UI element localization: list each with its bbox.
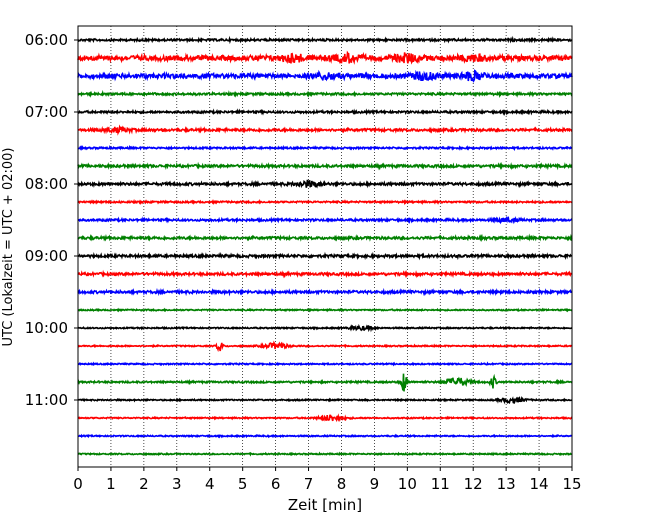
trace-line [77, 198, 573, 206]
y-tick-label: 07:00 [25, 103, 68, 121]
x-axis-label: Zeit [min] [288, 496, 362, 514]
x-tick-label: 8 [337, 475, 347, 493]
trace-line [77, 144, 573, 152]
y-axis-label: UTC (Lokalzeit = UTC + 02:00) [1, 148, 16, 347]
x-tick-label: 4 [205, 475, 215, 493]
trace-0745 [77, 161, 573, 171]
trace-line [77, 108, 573, 117]
trace-0615 [77, 50, 573, 65]
trace-0715 [77, 124, 573, 136]
x-tick-label: 14 [530, 475, 549, 493]
y-tick-label: 10:00 [25, 319, 68, 337]
y-tick-label: 06:00 [25, 31, 68, 49]
trace-0730 [77, 144, 573, 152]
trace-1015 [77, 340, 573, 353]
trace-line [77, 89, 573, 99]
trace-0900 [77, 251, 573, 261]
trace-line [77, 233, 573, 243]
x-tick-label: 7 [304, 475, 314, 493]
trace-0700 [77, 108, 573, 117]
x-tick-label: 15 [562, 475, 581, 493]
trace-line [77, 373, 573, 392]
trace-0800 [77, 179, 573, 189]
trace-line [77, 179, 573, 189]
trace-line [77, 451, 573, 457]
trace-0945 [77, 307, 573, 313]
trace-line [77, 307, 573, 313]
trace-line [77, 287, 573, 297]
trace-1145 [77, 451, 573, 457]
trace-line [77, 35, 573, 45]
y-tick-label: 11:00 [25, 391, 68, 409]
y-tick-label: 08:00 [25, 175, 68, 193]
trace-line [78, 395, 572, 405]
x-tick-label: 13 [497, 475, 516, 493]
trace-0600 [77, 35, 573, 45]
trace-line [78, 361, 573, 367]
trace-0915 [77, 269, 572, 279]
trace-0930 [77, 287, 573, 297]
trace-line [77, 433, 573, 439]
plot-frame [77, 25, 573, 468]
trace-line [77, 215, 573, 225]
trace-line [77, 413, 573, 423]
trace-1030 [78, 361, 573, 367]
trace-1000 [77, 323, 573, 333]
trace-line [77, 50, 573, 65]
x-tick-label: 9 [370, 475, 380, 493]
trace-0630 [77, 69, 573, 83]
x-tick-label: 5 [238, 475, 248, 493]
x-tick-label: 11 [431, 475, 450, 493]
trace-line [77, 269, 572, 279]
trace-line [77, 69, 573, 83]
trace-1100 [78, 395, 572, 405]
x-tick-label: 0 [73, 475, 83, 493]
trace-1045 [77, 373, 573, 392]
x-tick-label: 2 [139, 475, 149, 493]
x-tick-label: 3 [172, 475, 182, 493]
trace-0645 [77, 89, 573, 99]
trace-1115 [77, 413, 573, 423]
x-tick-label: 1 [106, 475, 116, 493]
trace-line [77, 340, 573, 353]
x-tick-label: 6 [271, 475, 281, 493]
trace-0845 [77, 233, 573, 243]
trace-line [77, 161, 573, 171]
trace-1130 [77, 433, 573, 439]
trace-line [77, 251, 573, 261]
x-tick-label: 10 [398, 475, 417, 493]
x-axis-ticks: 0 1 2 3 4 5 6 7 8 9 10 11 12 13 14 15 [73, 467, 582, 493]
y-tick-label: 09:00 [25, 247, 68, 265]
x-tick-label: 12 [464, 475, 483, 493]
trace-0815 [77, 198, 573, 206]
trace-line [77, 124, 573, 136]
trace-line [77, 323, 573, 333]
trace-0830 [77, 215, 573, 225]
y-axis-ticks: 06:00 07:00 08:00 09:00 10:00 11:00 [25, 31, 78, 409]
traces-group [77, 35, 573, 457]
